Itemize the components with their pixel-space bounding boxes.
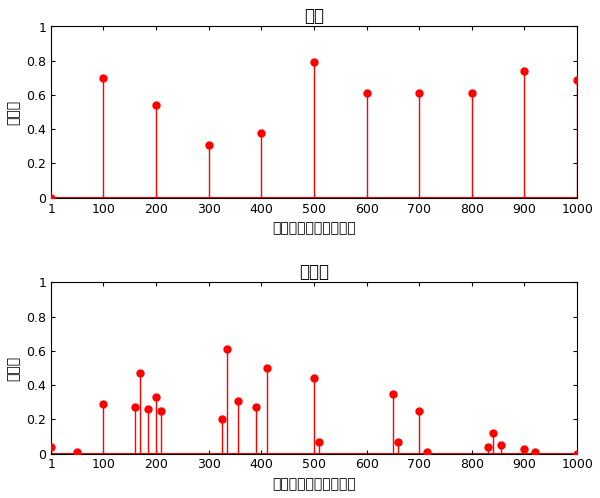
X-axis label: 参加者のインデックス: 参加者のインデックス: [272, 477, 356, 491]
Y-axis label: 違反率: 違反率: [7, 356, 21, 380]
Y-axis label: 違反率: 違反率: [7, 100, 21, 124]
Title: 推定値: 推定値: [299, 263, 329, 281]
Title: 真値: 真値: [304, 7, 324, 25]
X-axis label: 参加者のインデックス: 参加者のインデックス: [272, 221, 356, 235]
